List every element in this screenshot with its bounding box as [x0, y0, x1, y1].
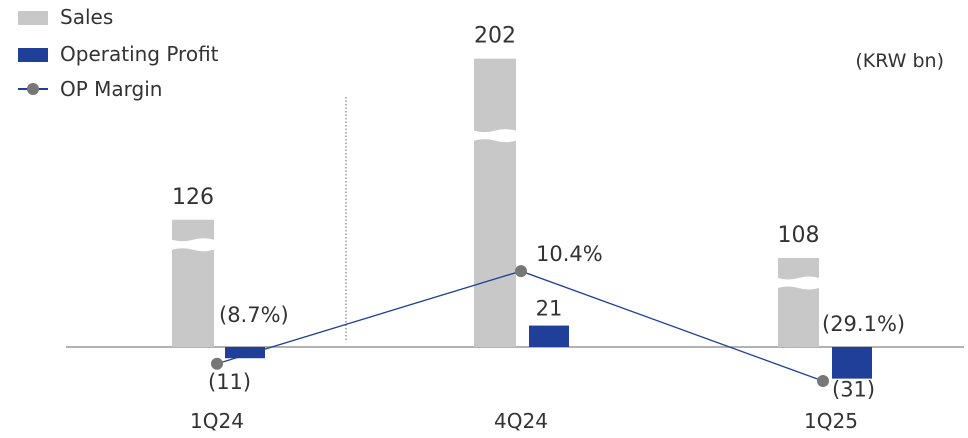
op-bar-1q24 [225, 347, 265, 359]
op-margin-label-4q24: 10.4% [536, 242, 603, 266]
op-margin-point-1q25 [817, 375, 829, 388]
legend-label-sales: Sales [60, 5, 114, 29]
legend-label-op-margin: OP Margin [60, 77, 163, 101]
op-value-label-4q24: 21 [536, 297, 563, 321]
legend-label-operating-profit: Operating Profit [60, 42, 219, 66]
op-value-label-1q24: (11) [208, 370, 251, 394]
legend-swatch-operating-profit [18, 48, 48, 62]
op-margin-point-4q24 [515, 265, 527, 278]
op-bar-1q25 [832, 347, 872, 379]
op-margin-label-1q25: (29.1%) [822, 312, 905, 336]
sales-value-label-1q24: 126 [172, 185, 214, 210]
sales-bar-1q25 [778, 257, 819, 347]
op-margin-line [216, 270, 824, 382]
legend-swatch-op-margin [18, 83, 48, 95]
op-bar-4q24 [529, 325, 569, 347]
op-margin-label-1q24: (8.7%) [219, 303, 289, 327]
sales-bar-4q24 [474, 58, 516, 348]
unit-label: (KRW bn) [855, 50, 944, 72]
op-value-label-1q25: (31) [832, 378, 875, 402]
op-margin-point-1q24 [211, 357, 223, 370]
sales-bar-1q24 [172, 219, 214, 347]
legend-marker-op-margin [27, 83, 39, 95]
category-label-1q25: 1Q25 [804, 409, 858, 433]
sales-value-label-1q25: 108 [778, 223, 820, 248]
category-label-1q24: 1Q24 [190, 409, 244, 433]
category-label-4q24: 4Q24 [494, 409, 548, 433]
sales-value-label-4q24: 202 [474, 24, 516, 49]
legend-swatch-sales [18, 11, 48, 25]
